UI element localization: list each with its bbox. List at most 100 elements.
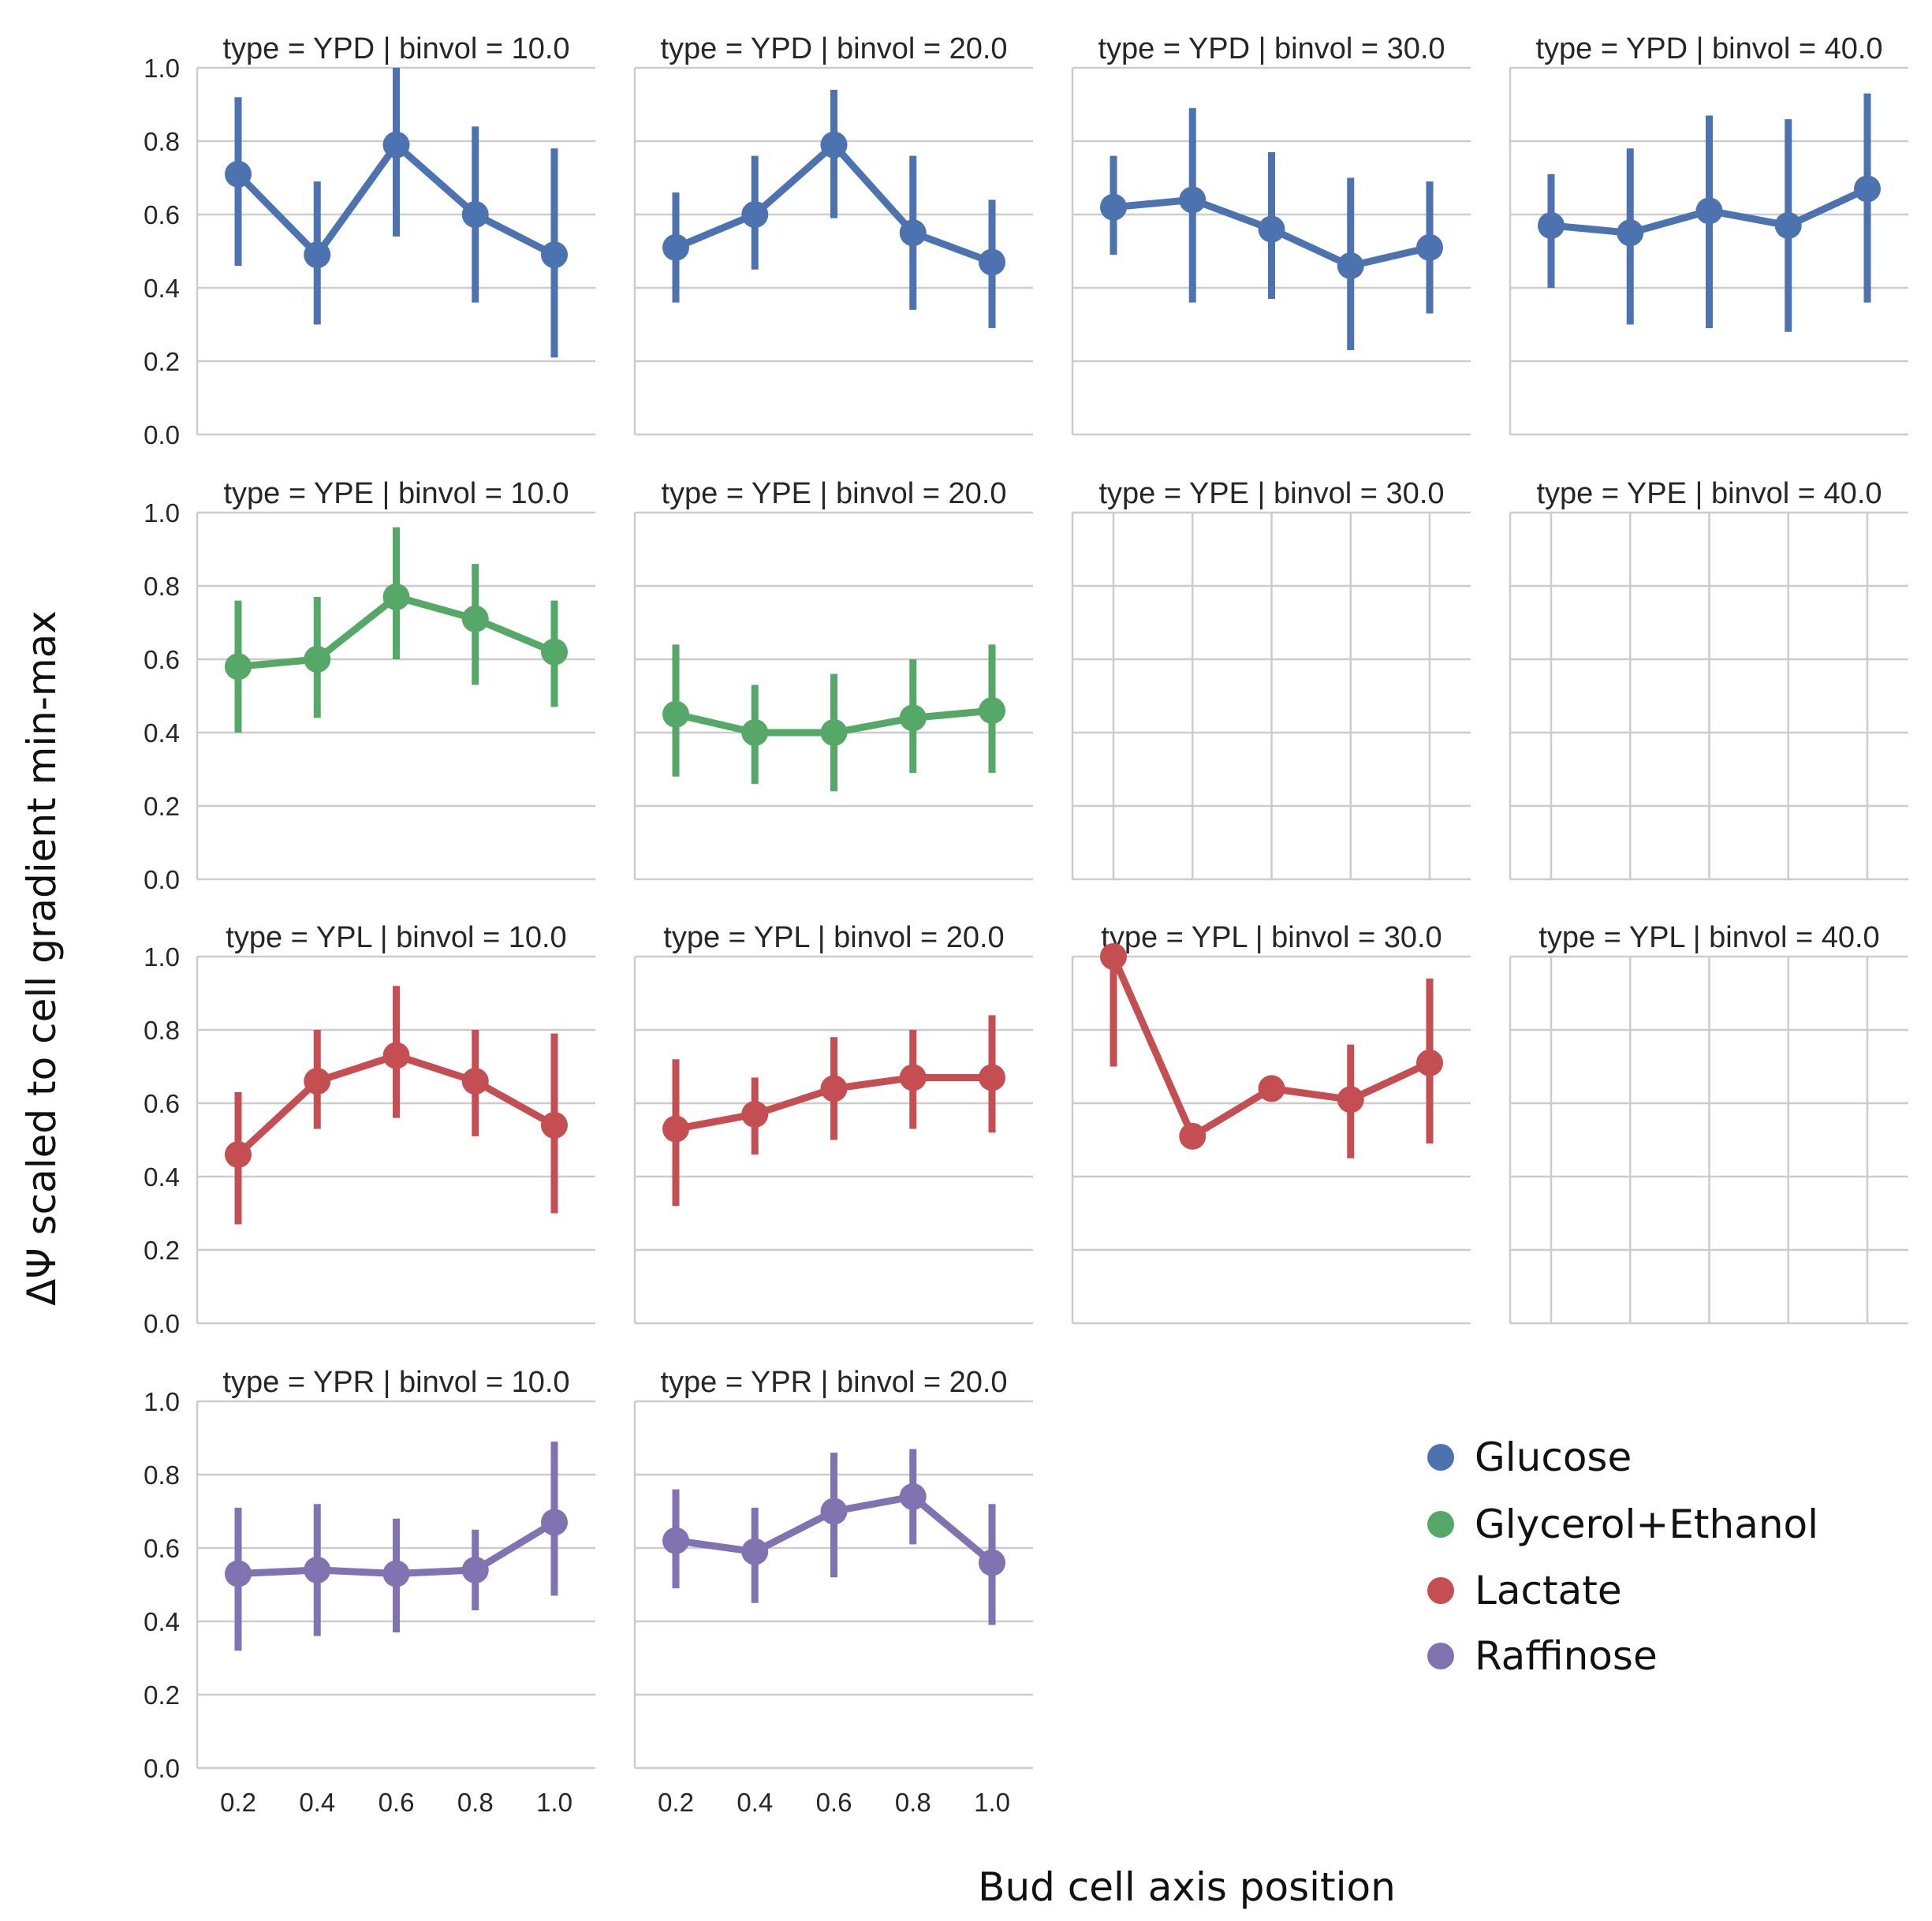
y-axis-label: ΔΨ scaled to cell gradient min-max bbox=[19, 610, 65, 1306]
x-tick-label: 0.6 bbox=[379, 1788, 415, 1817]
panel-12: type = YPR | binvol = 10.0 0.0 0.2 0.4 0.6 0.… bbox=[144, 1366, 595, 1817]
data-point bbox=[899, 1064, 927, 1091]
panel-8: type = YPL | binvol = 10.0 0.0 0.2 0.4 0.6 0.… bbox=[144, 921, 595, 1338]
data-point bbox=[1179, 1122, 1207, 1150]
data-point bbox=[304, 646, 331, 673]
legend-marker bbox=[1427, 1577, 1454, 1604]
panel-title: type = YPR | binvol = 10.0 bbox=[222, 1366, 569, 1399]
data-point bbox=[662, 700, 689, 728]
panel-title: type = YPE | binvol = 30.0 bbox=[1098, 477, 1444, 510]
panel-7: type = YPE | binvol = 40.0 bbox=[1509, 477, 1908, 881]
panel-title: type = YPL | binvol = 30.0 bbox=[1101, 921, 1442, 954]
panel-9: type = YPL | binvol = 20.0 bbox=[633, 921, 1033, 1325]
data-point bbox=[382, 131, 410, 159]
data-point bbox=[382, 1560, 410, 1587]
data-point bbox=[662, 1527, 689, 1554]
data-point bbox=[1695, 197, 1723, 225]
data-point bbox=[225, 653, 252, 681]
data-point bbox=[1337, 252, 1364, 280]
data-point bbox=[304, 1068, 331, 1095]
y-tick-label: 1.0 bbox=[144, 54, 180, 83]
panel-title: type = YPE | binvol = 40.0 bbox=[1536, 477, 1882, 510]
data-point bbox=[979, 697, 1005, 725]
y-tick-label: 0.0 bbox=[144, 865, 180, 894]
data-point bbox=[820, 1498, 848, 1525]
panel-11: type = YPL | binvol = 40.0 bbox=[1509, 921, 1908, 1325]
panel-title: type = YPL | binvol = 10.0 bbox=[226, 921, 566, 954]
data-point bbox=[820, 719, 848, 746]
x-tick-label: 0.2 bbox=[220, 1788, 256, 1817]
y-tick-label: 0.2 bbox=[144, 1680, 180, 1710]
legend-label: Glycerol+Ethanol bbox=[1475, 1501, 1818, 1547]
panel-10: type = YPL | binvol = 30.0 bbox=[1071, 921, 1471, 1325]
data-point bbox=[662, 1115, 689, 1143]
data-point bbox=[979, 1549, 1005, 1576]
panel-2: type = YPD | binvol = 30.0 bbox=[1071, 32, 1471, 436]
data-point bbox=[820, 1075, 848, 1102]
y-tick-label: 0.0 bbox=[144, 1754, 180, 1783]
data-point bbox=[741, 1538, 769, 1565]
data-point bbox=[541, 1509, 568, 1536]
data-point bbox=[741, 201, 769, 228]
panel-title: type = YPD | binvol = 10.0 bbox=[222, 32, 569, 65]
y-tick-label: 0.8 bbox=[144, 1016, 180, 1045]
legend-label: Raffinose bbox=[1475, 1633, 1658, 1679]
data-point bbox=[461, 201, 489, 228]
data-point bbox=[382, 583, 410, 610]
y-tick-label: 1.0 bbox=[144, 498, 180, 528]
data-point bbox=[382, 1042, 410, 1069]
y-tick-label: 0.8 bbox=[144, 572, 180, 601]
data-point bbox=[541, 1111, 568, 1139]
y-tick-label: 0.0 bbox=[144, 420, 180, 449]
data-point bbox=[979, 1064, 1005, 1091]
y-tick-label: 0.4 bbox=[144, 274, 180, 303]
data-point bbox=[820, 131, 848, 159]
data-point bbox=[1179, 186, 1207, 214]
panel-6: type = YPE | binvol = 30.0 bbox=[1071, 477, 1471, 881]
x-tick-label: 0.2 bbox=[658, 1788, 694, 1817]
data-point bbox=[225, 1560, 252, 1587]
panel-title: type = YPD | binvol = 30.0 bbox=[1098, 32, 1445, 65]
panel-3: type = YPD | binvol = 40.0 bbox=[1509, 32, 1908, 436]
panel-5: type = YPE | binvol = 20.0 bbox=[633, 477, 1033, 881]
y-tick-label: 0.2 bbox=[144, 792, 180, 821]
panel-title: type = YPD | binvol = 20.0 bbox=[660, 32, 1007, 65]
y-tick-label: 1.0 bbox=[144, 942, 180, 972]
panel-title: type = YPE | binvol = 20.0 bbox=[661, 477, 1006, 510]
data-point bbox=[304, 241, 331, 269]
data-point bbox=[741, 719, 769, 746]
data-point bbox=[1774, 211, 1802, 239]
data-point bbox=[899, 219, 927, 247]
data-point bbox=[1416, 233, 1443, 261]
y-tick-label: 0.4 bbox=[144, 1607, 180, 1636]
panel-title: type = YPL | binvol = 20.0 bbox=[663, 921, 1004, 954]
legend-label: Glucose bbox=[1475, 1434, 1632, 1480]
panel-title: type = YPD | binvol = 40.0 bbox=[1535, 32, 1882, 65]
legend-marker bbox=[1427, 1511, 1454, 1538]
data-point bbox=[1337, 1086, 1364, 1113]
data-point bbox=[461, 1556, 489, 1583]
data-point bbox=[541, 241, 568, 269]
y-tick-label: 0.4 bbox=[144, 718, 180, 748]
legend: Glucose Glycerol+Ethanol Lactate Raffinose bbox=[1427, 1434, 1818, 1679]
y-tick-label: 1.0 bbox=[144, 1387, 180, 1416]
panel-4: type = YPE | binvol = 10.0 0.0 0.2 0.4 0.6 0.… bbox=[144, 477, 595, 894]
data-point bbox=[225, 160, 252, 188]
panel-title: type = YPR | binvol = 20.0 bbox=[660, 1366, 1007, 1399]
data-point bbox=[741, 1100, 769, 1128]
data-point bbox=[541, 638, 568, 666]
x-tick-label: 0.4 bbox=[737, 1788, 773, 1817]
legend-marker bbox=[1427, 1444, 1454, 1471]
data-point bbox=[1416, 1049, 1443, 1076]
y-tick-label: 0.0 bbox=[144, 1309, 180, 1338]
panel-title: type = YPE | binvol = 10.0 bbox=[223, 477, 569, 510]
panel-13: type = YPR | binvol = 20.0 0.2 0.4 0.6 0.8 1.… bbox=[633, 1366, 1033, 1817]
data-point bbox=[662, 233, 689, 261]
legend-label: Lactate bbox=[1475, 1568, 1622, 1613]
data-point bbox=[899, 1483, 927, 1510]
panel-title: type = YPL | binvol = 40.0 bbox=[1539, 921, 1879, 954]
y-tick-label: 0.6 bbox=[144, 1534, 180, 1563]
panel-1: type = YPD | binvol = 20.0 bbox=[633, 32, 1033, 436]
x-tick-label: 0.8 bbox=[457, 1788, 494, 1817]
y-tick-label: 0.4 bbox=[144, 1162, 180, 1192]
